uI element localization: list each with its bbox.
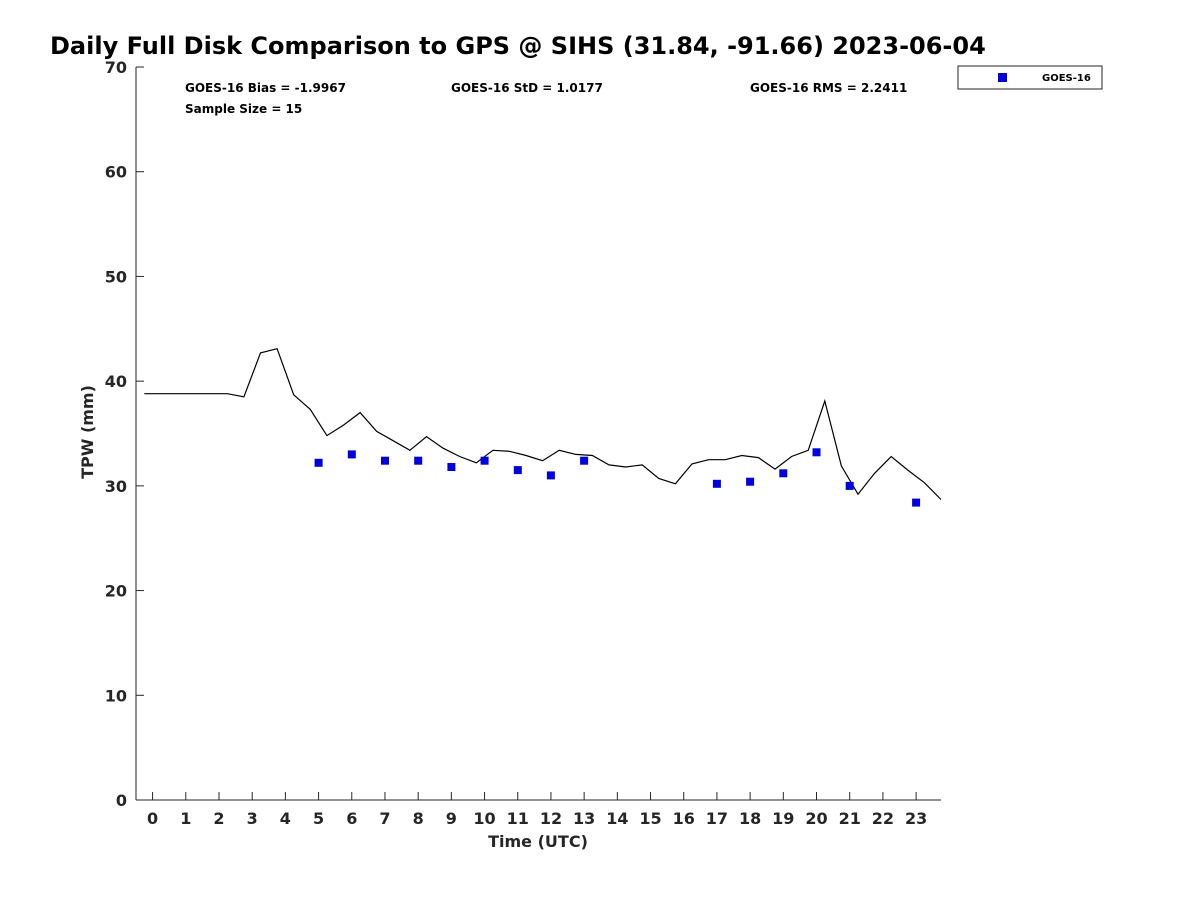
goes16-point (912, 498, 921, 507)
goes16-point (381, 456, 389, 465)
goes16-point (347, 450, 356, 459)
goes16-point (314, 458, 323, 467)
x-tick-label: 13 (573, 809, 595, 828)
x-tick-label: 22 (872, 809, 894, 828)
chart-title: Daily Full Disk Comparison to GPS @ SIHS… (50, 32, 986, 60)
gps-tpw-line (144, 347, 942, 500)
x-tick-label: 9 (446, 809, 457, 828)
y-tick-label: 20 (105, 582, 127, 601)
y-ticks: 0 10 20 30 40 50 60 70 (105, 58, 144, 810)
y-tick-label: 40 (105, 372, 127, 391)
x-tick-label: 11 (507, 809, 529, 828)
x-tick-label: 18 (739, 809, 761, 828)
x-tick-label: 6 (346, 809, 357, 828)
x-tick-label: 3 (247, 809, 258, 828)
goes16-point (447, 463, 456, 471)
sample-size-stat: Sample Size = 15 (185, 102, 302, 116)
x-tick-label: 19 (772, 809, 794, 828)
y-axis-label: TPW (mm) (78, 385, 97, 479)
x-tick-label: 23 (905, 809, 927, 828)
x-tick-label: 5 (313, 809, 324, 828)
rms-stat: GOES-16 RMS = 2.2411 (750, 81, 907, 95)
axes (135, 67, 941, 801)
y-tick-label: 10 (105, 686, 127, 705)
x-tick-label: 1 (180, 809, 191, 828)
y-tick-label: 50 (105, 267, 127, 286)
x-tick-label: 21 (839, 809, 861, 828)
x-tick-label: 14 (606, 809, 628, 828)
goes16-point (513, 466, 522, 475)
std-stat: GOES-16 StD = 1.0177 (451, 81, 603, 95)
goes16-point (480, 456, 489, 465)
legend-marker-goes16 (998, 73, 1007, 82)
goes16-point (812, 448, 821, 457)
x-ticks: 0 1 2 3 4 5 6 7 8 9 10 11 12 13 14 15 16 17 18 19 20 21 22 23 (147, 792, 927, 828)
goes16-point (779, 469, 788, 478)
legend-label-goes16: GOES-16 (1042, 73, 1091, 84)
x-tick-label: 15 (639, 809, 661, 828)
y-tick-label: 0 (116, 791, 127, 810)
x-tick-label: 0 (147, 809, 158, 828)
x-axis-label: Time (UTC) (488, 832, 588, 851)
x-tick-label: 8 (413, 809, 424, 828)
goes16-point (546, 471, 555, 480)
x-tick-label: 20 (805, 809, 827, 828)
goes16-point (845, 481, 854, 490)
legend-box (957, 65, 1103, 90)
goes16-point (580, 456, 589, 465)
x-tick-label: 4 (280, 809, 291, 828)
series-layer (144, 347, 942, 507)
x-tick-label: 16 (673, 809, 695, 828)
legend: GOES-16 (957, 65, 1103, 90)
goes16-point (414, 456, 423, 465)
y-tick-label: 30 (105, 477, 127, 496)
x-tick-label: 2 (213, 809, 224, 828)
y-tick-label: 60 (105, 163, 127, 182)
goes16-point (746, 477, 755, 486)
x-tick-label: 17 (706, 809, 728, 828)
x-tick-label: 12 (540, 809, 562, 828)
x-tick-label: 7 (379, 809, 390, 828)
goes16-point (712, 479, 721, 488)
bias-stat: GOES-16 Bias = -1.9967 (185, 81, 346, 95)
x-tick-label: 10 (473, 809, 495, 828)
y-tick-label: 70 (105, 58, 127, 77)
